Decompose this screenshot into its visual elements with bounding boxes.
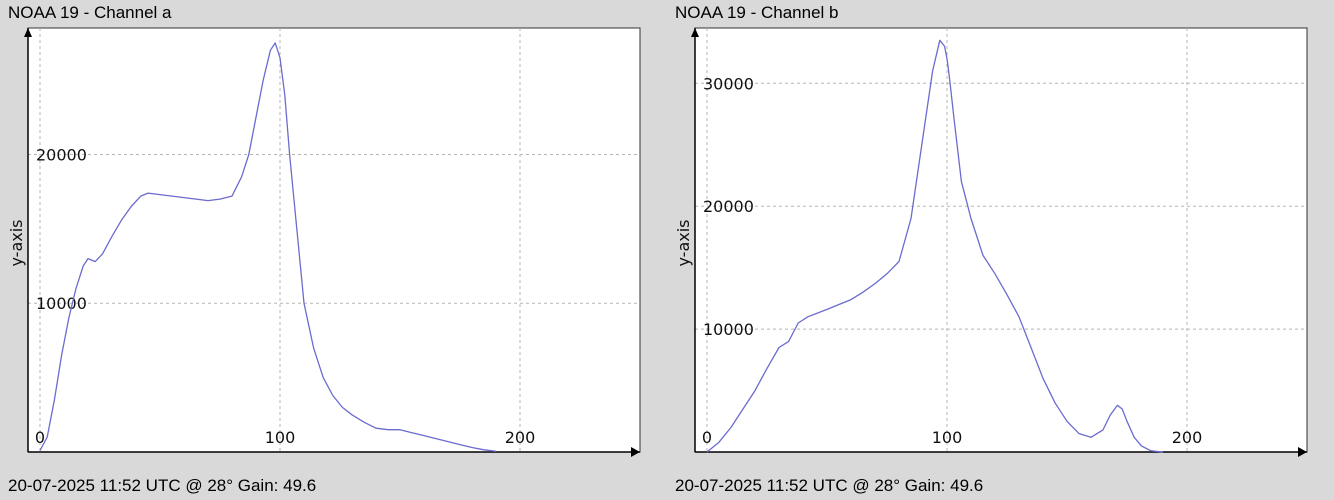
x-tick-label: 100 bbox=[932, 428, 963, 447]
y-axis-title: y-axis bbox=[674, 219, 693, 266]
y-tick-label: 30000 bbox=[703, 74, 754, 93]
y-axis-arrow bbox=[691, 28, 699, 37]
y-axis-title: y-axis bbox=[7, 219, 26, 266]
series-line bbox=[39, 42, 497, 452]
y-tick-label: 10000 bbox=[36, 294, 87, 313]
x-axis-arrow bbox=[631, 447, 640, 457]
x-tick-label: 200 bbox=[1172, 428, 1203, 447]
chart-panel-channel-a: 0 100 200 10000 20000 y-axis NOAA 19 - Channe… bbox=[7, 3, 641, 495]
chart-panel-channel-b: 0 100 200 10000 20000 30000 y-axis NOAA 19 - C… bbox=[667, 0, 1334, 500]
y-tick-label: 20000 bbox=[36, 145, 87, 164]
y-tick-label: 20000 bbox=[703, 197, 754, 216]
chart-title: NOAA 19 - Channel b bbox=[675, 3, 839, 22]
y-tick-label: 10000 bbox=[703, 320, 754, 339]
x-axis-arrow bbox=[1298, 447, 1307, 457]
chart-channel-b: 0 100 200 10000 20000 30000 y-axis bbox=[674, 27, 1308, 457]
timestamp-gain-label: 20-07-2025 11:52 UTC @ 28° Gain: 49.6 bbox=[675, 476, 984, 495]
plot-area bbox=[694, 27, 1308, 453]
x-tick-label: 0 bbox=[702, 428, 712, 447]
x-tick-label: 100 bbox=[265, 428, 296, 447]
series-line bbox=[706, 39, 1164, 453]
chart-channel-a: 0 100 200 10000 20000 y-axis bbox=[7, 27, 641, 457]
chart-title: NOAA 19 - Channel a bbox=[8, 3, 172, 22]
timestamp-gain-label: 20-07-2025 11:52 UTC @ 28° Gain: 49.6 bbox=[8, 476, 317, 495]
x-tick-label: 200 bbox=[505, 428, 536, 447]
plot-area bbox=[27, 27, 641, 453]
y-axis-arrow bbox=[24, 28, 32, 37]
x-tick-label: 0 bbox=[35, 428, 45, 447]
